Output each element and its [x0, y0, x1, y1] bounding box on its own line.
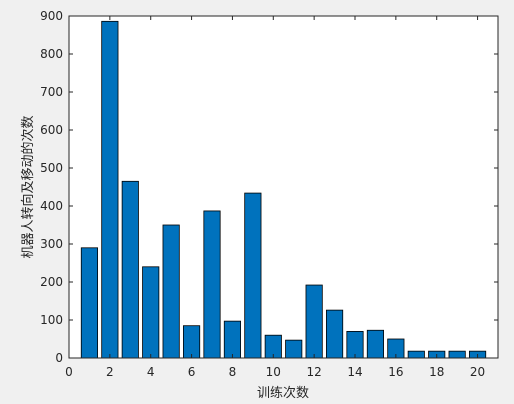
x-tick-label: 8	[229, 365, 237, 379]
bar-19	[448, 350, 466, 359]
bar-15	[366, 329, 384, 359]
bar-17	[407, 350, 425, 359]
y-tick-label: 900	[40, 9, 63, 23]
bar-4	[142, 266, 160, 359]
x-tick-label: 6	[188, 365, 196, 379]
x-axis-label: 训练次数	[257, 385, 309, 401]
bar-3	[121, 180, 139, 359]
y-tick-label: 800	[40, 47, 63, 61]
y-tick-label: 700	[40, 85, 63, 99]
y-tick-label: 400	[40, 199, 63, 213]
x-tick-label: 20	[470, 365, 485, 379]
bar-1	[80, 247, 98, 359]
x-axis-ticks: 0 2 4 6 8 10 12 14 16 18 20	[65, 16, 485, 379]
x-tick-label: 4	[147, 365, 155, 379]
y-tick-label: 0	[55, 351, 63, 365]
bar-series	[80, 20, 487, 359]
y-axis-label: 机器人转向及移动的次数	[20, 115, 36, 258]
y-axis-ticks: 0 100 200 300 400 500 600 700 800 900	[40, 9, 498, 365]
y-tick-label: 300	[40, 237, 63, 251]
y-tick-label: 100	[40, 313, 63, 327]
bar-2	[101, 20, 119, 359]
x-tick-label: 16	[388, 365, 403, 379]
bar-8	[223, 320, 241, 359]
bar-12	[305, 284, 323, 359]
bar-7	[203, 210, 221, 359]
axes-box	[68, 15, 499, 359]
y-tick-label: 500	[40, 161, 63, 175]
bar-5	[162, 224, 180, 359]
y-tick-label: 600	[40, 123, 63, 137]
plot-area	[69, 16, 498, 358]
x-tick-label: 14	[347, 365, 362, 379]
y-tick-label: 200	[40, 275, 63, 289]
x-tick-label: 10	[266, 365, 281, 379]
x-tick-label: 18	[429, 365, 444, 379]
bar-6	[182, 325, 201, 359]
bar-11	[285, 339, 303, 359]
x-tick-label: 0	[65, 365, 73, 379]
x-tick-label: 12	[307, 365, 322, 379]
bar-9	[244, 192, 262, 359]
x-tick-label: 2	[106, 365, 114, 379]
bar-13	[325, 309, 344, 359]
